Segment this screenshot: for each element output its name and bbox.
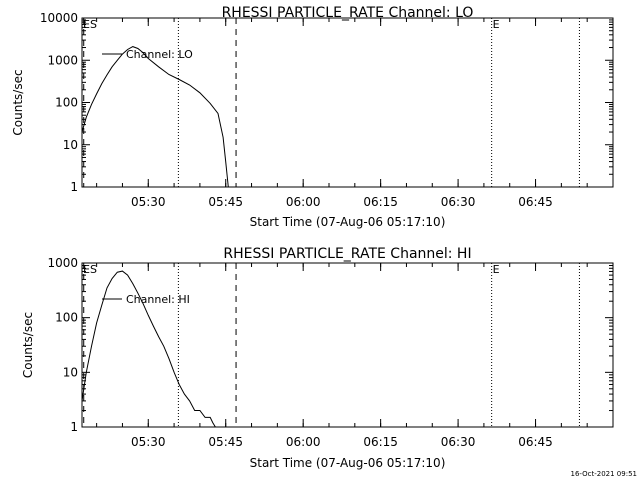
legend-label: Channel: LO: [126, 48, 193, 61]
y-tick-label: 10000: [40, 11, 78, 25]
x-tick-label: 05:45: [208, 435, 243, 449]
event-marker-label: ES: [83, 263, 97, 276]
y-tick-label: 10: [63, 138, 78, 152]
x-tick-label: 06:45: [518, 195, 553, 209]
panel-lo-channel: RHESSI PARTICLE_RATE Channel: LO Start Ti…: [11, 5, 614, 229]
y-tick-label: 10: [63, 365, 78, 379]
data-series-line: [81, 46, 229, 188]
plot-frame: [81, 17, 614, 188]
plot-frame: [81, 262, 614, 428]
panel-hi-channel: RHESSI PARTICLE_RATE Channel: HI Start Ti…: [21, 246, 614, 470]
y-tick-label: 100: [55, 311, 78, 325]
legend-label: Channel: HI: [126, 293, 190, 306]
chart-title: RHESSI PARTICLE_RATE Channel: HI: [223, 246, 471, 262]
event-marker-label: E: [493, 263, 500, 276]
x-tick-label: 06:30: [441, 435, 476, 449]
generated-timestamp: 16-Oct-2021 09:51: [571, 470, 637, 478]
y-tick-label: 1000: [47, 53, 78, 67]
y-tick-label: 1: [70, 180, 78, 194]
event-marker-label: ES: [83, 18, 97, 31]
y-tick-label: 1: [70, 420, 78, 434]
y-axis-label: Counts/sec: [11, 69, 25, 135]
y-axis-label: Counts/sec: [21, 312, 35, 378]
x-axis-label: Start Time (07-Aug-06 05:17:10): [250, 456, 446, 470]
x-tick-label: 05:30: [131, 435, 166, 449]
event-marker-label: E: [493, 18, 500, 31]
x-tick-label: 06:45: [518, 435, 553, 449]
x-tick-label: 06:30: [441, 195, 476, 209]
x-tick-label: 06:00: [286, 435, 321, 449]
x-tick-label: 05:45: [208, 195, 243, 209]
x-tick-label: 06:15: [363, 435, 398, 449]
x-tick-label: 06:00: [286, 195, 321, 209]
y-tick-label: 1000: [47, 256, 78, 270]
y-tick-label: 100: [55, 96, 78, 110]
chart-title: RHESSI PARTICLE_RATE Channel: LO: [222, 5, 474, 21]
data-series-line: [81, 270, 216, 428]
x-tick-label: 06:15: [363, 195, 398, 209]
x-axis-label: Start Time (07-Aug-06 05:17:10): [250, 215, 446, 229]
x-tick-label: 05:30: [131, 195, 166, 209]
